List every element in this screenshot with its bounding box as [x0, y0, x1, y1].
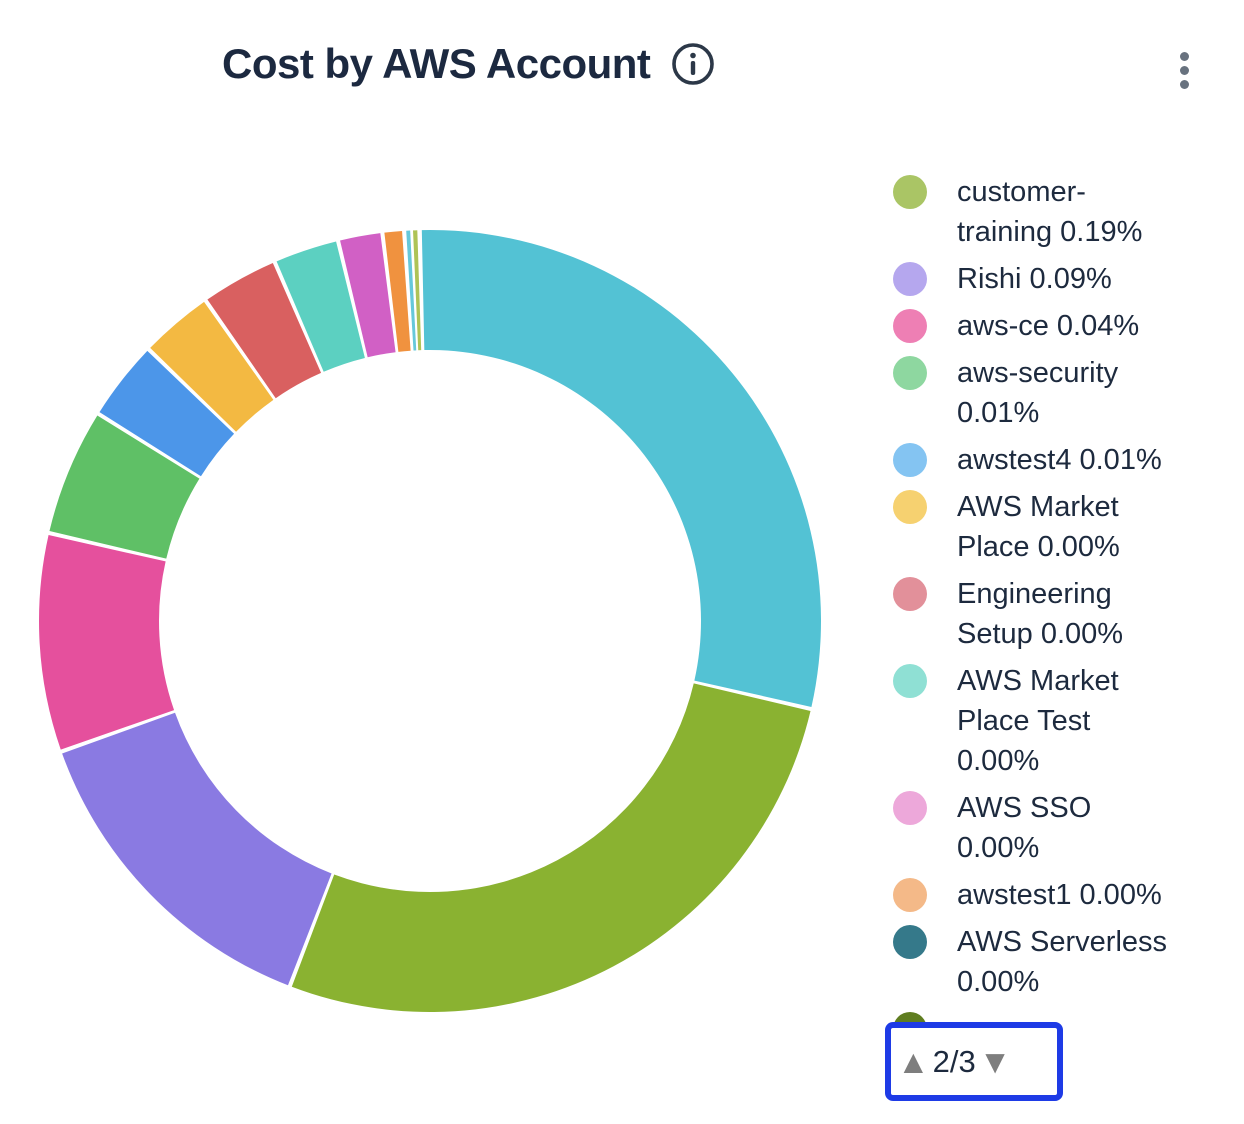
legend-item-label: AWS SSO 0.00%: [957, 792, 1092, 864]
legend-item-label: AWS Market Place Test 0.00%: [957, 665, 1119, 777]
legend-item[interactable]: AWS Serverless 0.00%: [893, 922, 1244, 1002]
legend-item-label: AWS Market Place 0.00%: [957, 491, 1120, 563]
donut-slice[interactable]: [99, 350, 235, 477]
chart-legend: customer-training 0.19% Rishi 0.09% aws-ce…: [893, 172, 1244, 1053]
panel-header: Cost by AWS Account: [222, 40, 716, 88]
legend-color-dot: [893, 664, 927, 698]
legend-color-dot: [893, 490, 927, 524]
legend-item[interactable]: awstest4 0.01%: [893, 440, 1244, 480]
legend-color-dot: [893, 791, 927, 825]
donut-slice[interactable]: [291, 683, 811, 1013]
legend-item-label: aws-ce 0.04%: [957, 310, 1140, 342]
panel-menu-button[interactable]: [1176, 48, 1193, 93]
donut-slice[interactable]: [39, 535, 175, 750]
donut-slice[interactable]: [413, 230, 422, 351]
legend-pagination: ▲ 2/3 ▼: [885, 1022, 1063, 1101]
legend-color-dot: [893, 443, 927, 477]
legend-item[interactable]: aws-security 0.01%: [893, 353, 1244, 433]
legend-color-dot: [893, 878, 927, 912]
legend-item-label: customer-training 0.19%: [957, 176, 1143, 248]
donut-chart: [39, 230, 821, 1013]
donut-slice[interactable]: [340, 233, 396, 358]
legend-item[interactable]: AWS Market Place Test 0.00%: [893, 661, 1244, 781]
legend-item-label: awstest4 0.01%: [957, 444, 1162, 476]
legend-item[interactable]: AWS SSO 0.00%: [893, 788, 1244, 868]
legend-item[interactable]: aws-ce 0.04%: [893, 306, 1244, 346]
legend-item[interactable]: awstest1 0.00%: [893, 875, 1244, 915]
kebab-dot: [1180, 66, 1189, 75]
donut-slice[interactable]: [276, 241, 365, 372]
legend-item[interactable]: customer-training 0.19%: [893, 172, 1244, 252]
legend-item[interactable]: AWS Market Place 0.00%: [893, 487, 1244, 567]
legend-item-label: AWS Serverless 0.00%: [957, 926, 1168, 998]
legend-color-dot: [893, 356, 927, 390]
donut-slice[interactable]: [406, 230, 417, 351]
legend-item[interactable]: Engineering Setup 0.00%: [893, 574, 1244, 654]
donut-slice[interactable]: [62, 712, 332, 986]
legend-page-up-button[interactable]: ▲: [897, 1043, 930, 1080]
legend-color-dot: [893, 175, 927, 209]
legend-item-label: Engineering Setup 0.00%: [957, 578, 1124, 650]
legend-item-label: aws-security 0.01%: [957, 357, 1119, 429]
donut-slice[interactable]: [421, 230, 821, 707]
info-icon[interactable]: [670, 41, 716, 87]
panel-title: Cost by AWS Account: [222, 40, 651, 87]
legend-color-dot: [893, 577, 927, 611]
legend-item-label: awstest1 0.00%: [957, 879, 1162, 911]
donut-slice[interactable]: [49, 415, 200, 559]
legend-color-dot: [893, 309, 927, 343]
legend-item-label: Rishi 0.09%: [957, 263, 1112, 295]
kebab-dot: [1180, 52, 1189, 61]
legend-color-dot: [893, 262, 927, 296]
legend-item[interactable]: Rishi 0.09%: [893, 259, 1244, 299]
donut-slice[interactable]: [150, 301, 274, 432]
legend-page-down-button[interactable]: ▼: [978, 1043, 1012, 1080]
kebab-dot: [1180, 80, 1189, 89]
legend-page-indicator: 2/3: [932, 1044, 976, 1079]
donut-slice[interactable]: [207, 262, 322, 399]
legend-color-dot: [893, 925, 927, 959]
donut-slice[interactable]: [384, 231, 411, 352]
